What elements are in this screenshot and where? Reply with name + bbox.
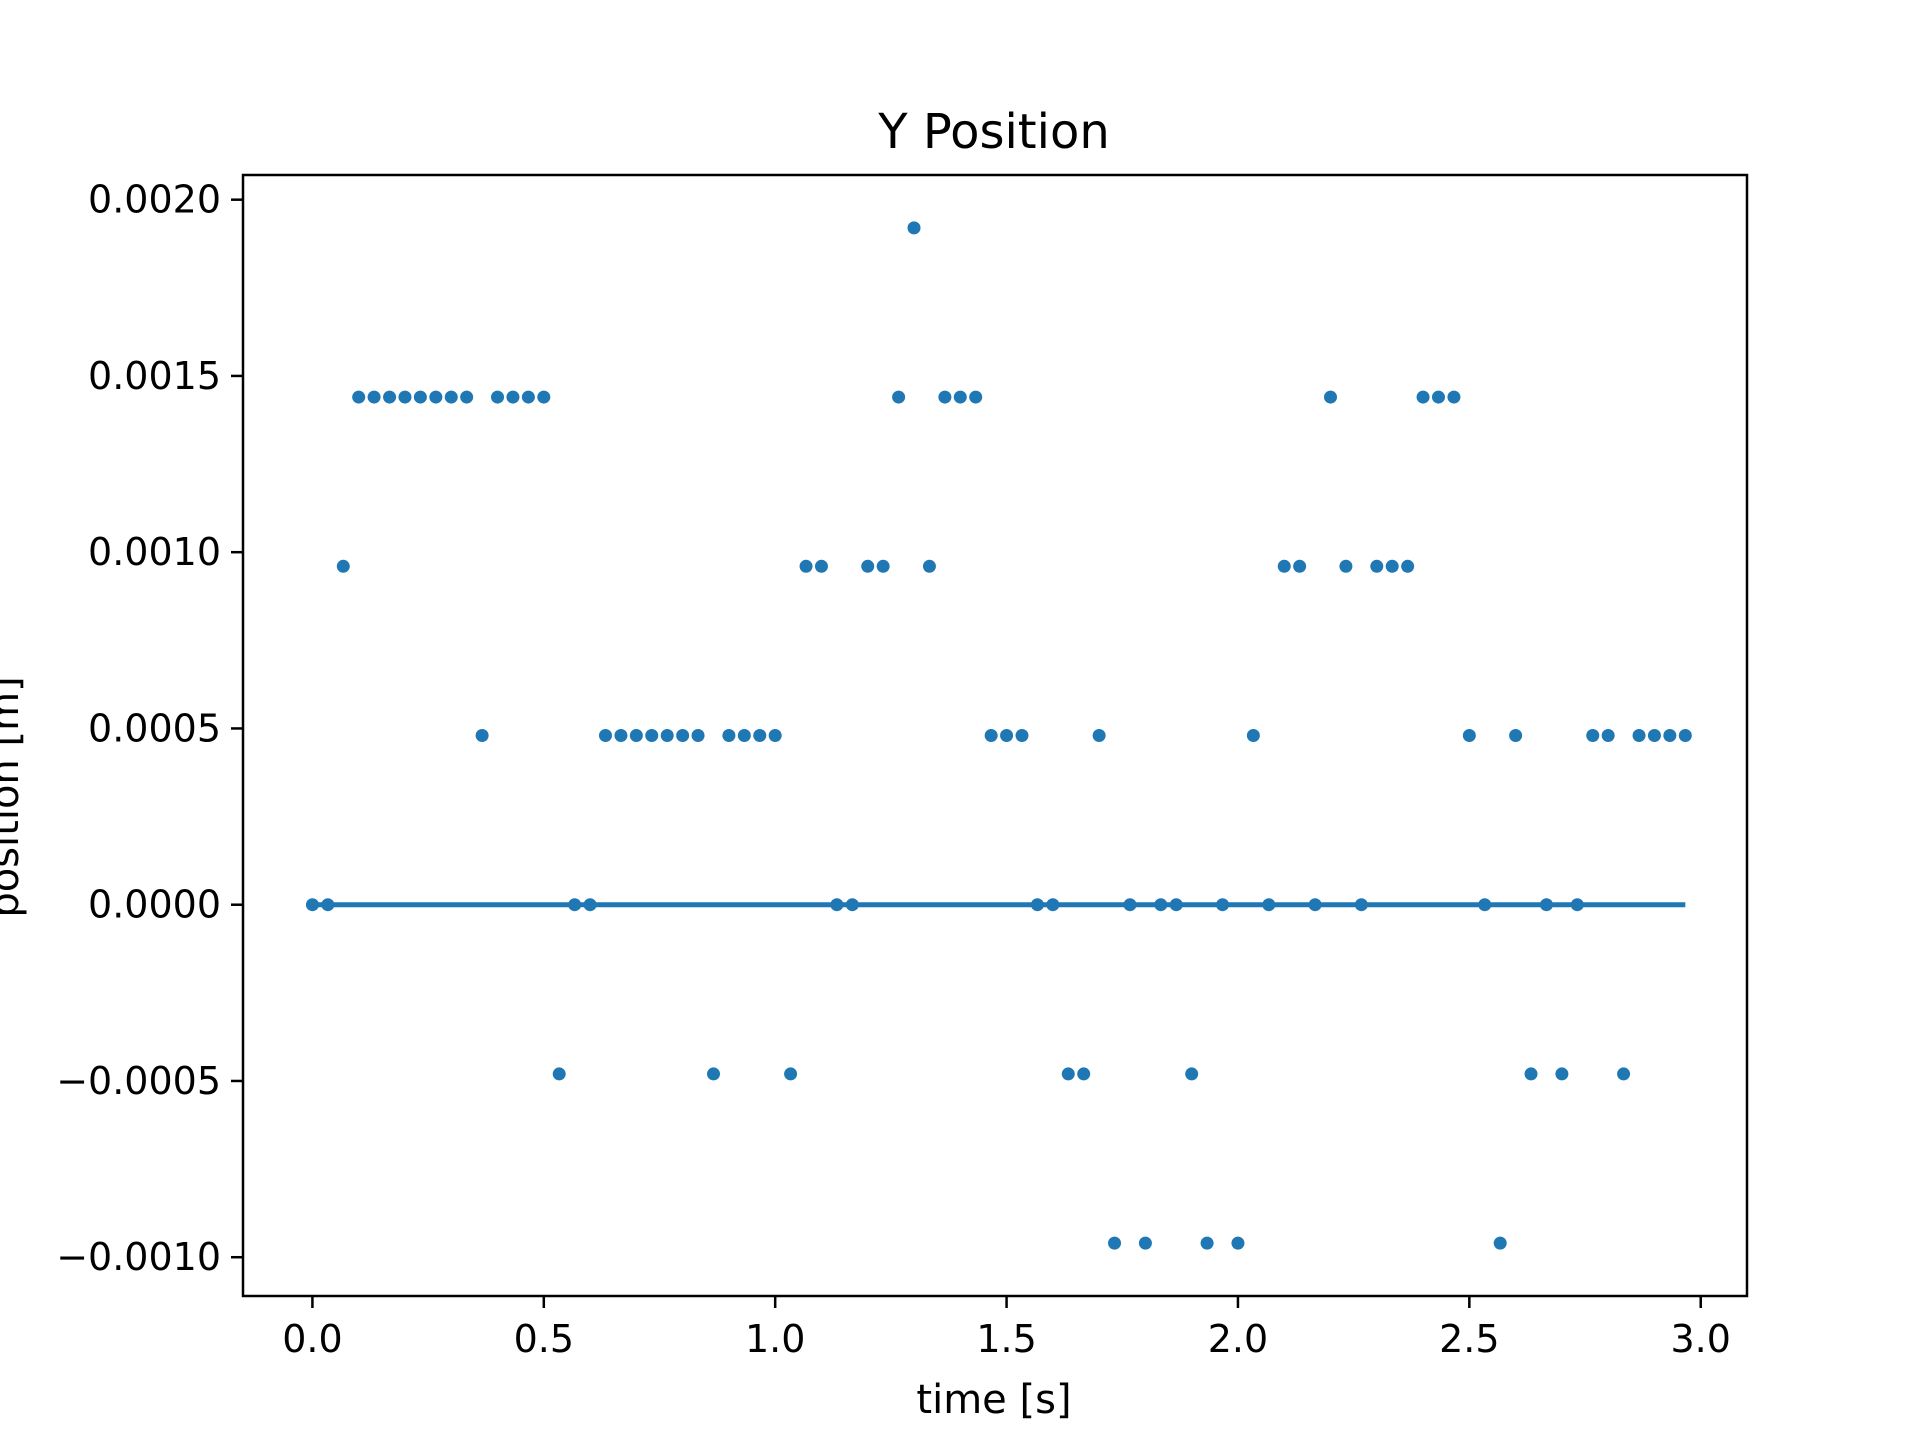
- scatter-point: [969, 390, 983, 404]
- scatter-point: [907, 221, 921, 235]
- scatter-point: [1524, 1067, 1538, 1081]
- scatter-point: [1092, 729, 1106, 742]
- scatter-point: [953, 390, 967, 404]
- y-tick-label: 0.0015: [88, 354, 221, 398]
- scatter-point: [429, 390, 443, 404]
- y-tick-label: 0.0000: [88, 883, 221, 927]
- scatter-point: [1246, 729, 1260, 742]
- scatter-point: [922, 559, 936, 573]
- chart-title: Y Position: [877, 104, 1109, 160]
- x-tick-label: 1.0: [745, 1317, 805, 1361]
- scatter-point: [1339, 559, 1353, 573]
- y-tick-label: 0.0010: [88, 530, 221, 574]
- x-tick-label: 0.5: [514, 1317, 574, 1361]
- scatter-point: [521, 390, 535, 404]
- scatter-point: [336, 559, 350, 573]
- scatter-point: [676, 729, 690, 742]
- x-tick-label: 3.0: [1671, 1317, 1731, 1361]
- scatter-point: [1493, 1236, 1507, 1250]
- scatter-point: [1185, 1067, 1199, 1081]
- scatter-point: [1678, 729, 1692, 742]
- scatter-point: [398, 390, 412, 404]
- scatter-point: [1385, 559, 1399, 573]
- y-tick-label: 0.0020: [88, 178, 221, 222]
- scatter-point: [1447, 390, 1461, 404]
- scatter-point: [1632, 729, 1646, 742]
- scatter-point: [938, 390, 952, 404]
- scatter-point: [1555, 1067, 1569, 1081]
- scatter-point: [413, 390, 427, 404]
- scatter-point: [552, 1067, 566, 1081]
- x-tick-label: 2.0: [1208, 1317, 1268, 1361]
- scatter-point: [1000, 729, 1014, 742]
- scatter-point: [1462, 729, 1476, 742]
- scatter-point: [1601, 729, 1615, 742]
- scatter-point: [1200, 1236, 1214, 1250]
- scatter-point: [1324, 390, 1338, 404]
- x-axis-label: time [s]: [916, 1377, 1071, 1423]
- scatter-point: [1370, 559, 1384, 573]
- scatter-point: [861, 559, 875, 573]
- scatter-point: [614, 729, 628, 742]
- scatter-point: [1293, 559, 1307, 573]
- scatter-point: [707, 1067, 720, 1081]
- scatter-point: [737, 729, 751, 742]
- scatter-point: [645, 729, 659, 742]
- scatter-point: [1509, 729, 1523, 742]
- scatter-point: [444, 390, 458, 404]
- scatter-point: [1108, 1236, 1122, 1250]
- x-tick-label: 0.0: [282, 1317, 342, 1361]
- scatter-point: [691, 729, 705, 742]
- y-tick-label: 0.0005: [88, 706, 221, 750]
- scatter-point: [753, 729, 767, 742]
- scatter-point: [1401, 559, 1415, 573]
- scatter-point: [660, 729, 674, 742]
- scatter-point: [367, 390, 381, 404]
- scatter-point: [1663, 729, 1677, 742]
- scatter-point: [814, 559, 828, 573]
- scatter-point: [506, 390, 520, 404]
- plot-frame: [241, 173, 1749, 1298]
- scatter-point: [1431, 390, 1445, 404]
- scatter-point: [768, 729, 782, 742]
- scatter-point: [491, 390, 505, 404]
- scatter-point: [1231, 1236, 1245, 1250]
- scatter-point: [799, 559, 813, 573]
- scatter-point: [1647, 729, 1661, 742]
- scatter-point: [722, 729, 736, 742]
- scatter-point: [1061, 1067, 1075, 1081]
- scatter-point: [475, 729, 489, 742]
- scatter-point: [1277, 559, 1291, 573]
- x-tick-label: 1.5: [976, 1317, 1036, 1361]
- scatter-point: [892, 390, 906, 404]
- scatter-point: [1077, 1067, 1091, 1081]
- scatter-point: [784, 1067, 798, 1081]
- scatter-point: [1138, 1236, 1152, 1250]
- scatter-point: [1586, 729, 1600, 742]
- y-axis-label: position [m]: [0, 676, 28, 917]
- y-tick-label: −0.0010: [56, 1235, 221, 1279]
- scatter-point: [598, 729, 612, 742]
- plot-area: 0.0 0.5 1.0 1.5 2.0 2.5 3.0 −0.0010 −0.0005 0.000…: [56, 173, 1749, 1361]
- x-tick-label: 2.5: [1439, 1317, 1499, 1361]
- scatter-point: [352, 390, 366, 404]
- scatter-point: [1617, 1067, 1631, 1081]
- scatter-point: [984, 729, 998, 742]
- scatter-point: [629, 729, 643, 742]
- y-tick-label: −0.0005: [56, 1059, 221, 1103]
- scatter-point: [1015, 729, 1029, 742]
- scatter-point: [1416, 390, 1430, 404]
- scatter-point: [383, 390, 397, 404]
- scatter-point: [876, 559, 890, 573]
- scatter-point: [460, 390, 474, 404]
- scatter-point: [537, 390, 551, 404]
